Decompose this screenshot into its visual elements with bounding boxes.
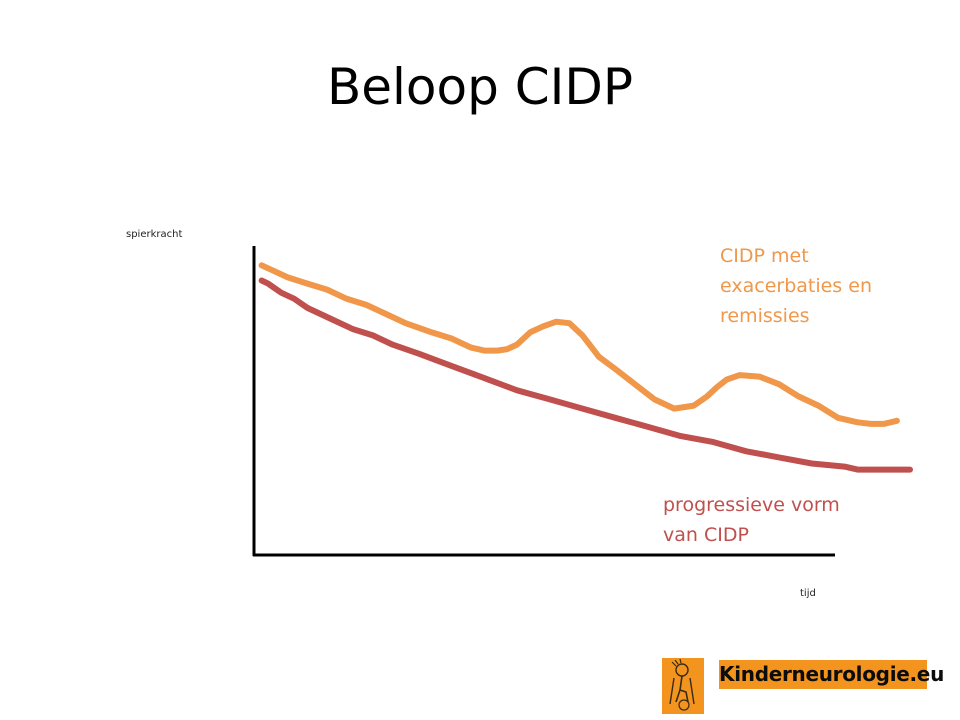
legend-progressive-label: progressieve vorm van CIDP — [663, 490, 903, 550]
series-line-progressive — [258, 277, 913, 473]
legend-exacerbation-line-1: CIDP met — [720, 245, 809, 267]
child-with-crutches-icon — [662, 658, 704, 714]
legend-exacerbation-label: CIDP met exacerbaties en remissies — [720, 241, 920, 331]
series-layer — [258, 262, 913, 473]
logo-text: Kinderneurologie.eu — [719, 660, 944, 689]
legend-exacerbation-line-2: exacerbaties en — [720, 275, 872, 297]
y-axis-label: spierkracht — [126, 229, 183, 240]
legend-progressive-line-2: van CIDP — [663, 524, 749, 546]
legend-progressive-line-1: progressieve vorm — [663, 494, 840, 516]
slide-title: Beloop CIDP — [326, 58, 634, 116]
series-line-exacerbation — [258, 262, 900, 427]
legend-exacerbation-line-3: remissies — [720, 305, 810, 327]
x-axis-label: tijd — [800, 588, 816, 599]
